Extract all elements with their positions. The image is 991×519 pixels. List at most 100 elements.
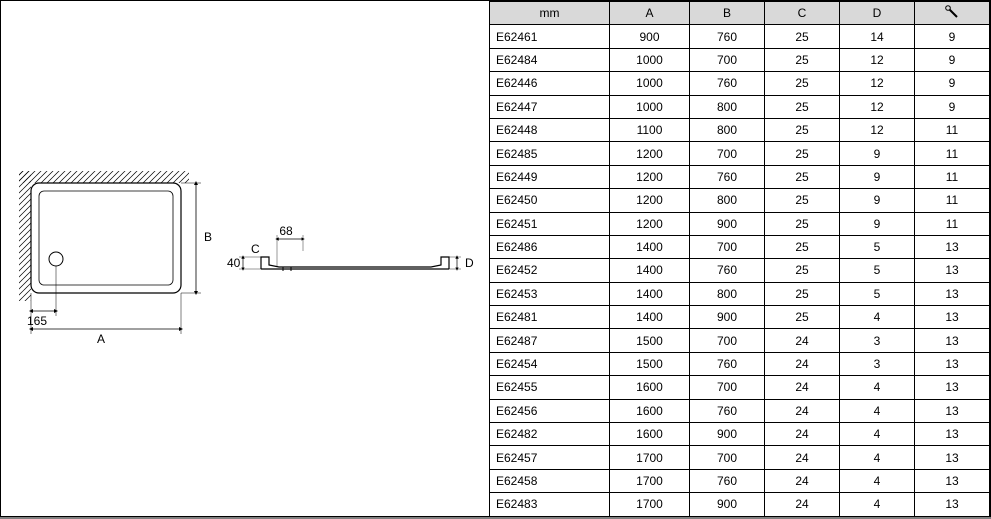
cell-value: 13 (915, 446, 990, 469)
cell-value: 760 (690, 399, 765, 422)
table-row: E62484100070025129 (490, 48, 990, 71)
cell-value: 760 (690, 259, 765, 282)
cell-model: E62447 (490, 95, 610, 118)
table-row: E62482160090024413 (490, 423, 990, 446)
cell-value: 3 (840, 352, 915, 375)
cell-value: 1000 (610, 48, 690, 71)
col-header-A: A (610, 2, 690, 25)
table-row: E62483170090024413 (490, 493, 990, 516)
table-row: E62456160076024413 (490, 399, 990, 422)
dim-label-C: C (251, 242, 260, 256)
table-row: E62451120090025911 (490, 212, 990, 235)
dim-40: 40 (227, 256, 241, 270)
cell-value: 13 (915, 469, 990, 492)
cell-value: 900 (690, 212, 765, 235)
section-view: 68 40 C D (227, 224, 474, 271)
cell-model: E62483 (490, 493, 610, 516)
cell-value: 5 (840, 235, 915, 258)
cell-value: 25 (765, 235, 840, 258)
cell-value: 13 (915, 329, 990, 352)
cell-value: 3 (840, 329, 915, 352)
cell-value: 1400 (610, 235, 690, 258)
cell-value: 25 (765, 189, 840, 212)
dim-68: 68 (279, 224, 293, 238)
cell-value: 1200 (610, 165, 690, 188)
drawing-panel: B A 165 (1, 1, 489, 516)
table-row: E6246190076025149 (490, 25, 990, 48)
cell-value: 12 (840, 95, 915, 118)
cell-value: 25 (765, 48, 840, 71)
cell-value: 9 (840, 212, 915, 235)
cell-value: 25 (765, 306, 840, 329)
cell-value: 24 (765, 469, 840, 492)
cell-value: 1500 (610, 329, 690, 352)
dimension-table-panel: mm A B C D E6246190076025149E62484100070… (489, 1, 990, 516)
table-header-row: mm A B C D (490, 2, 990, 25)
cell-model: E62487 (490, 329, 610, 352)
cell-value: 700 (690, 235, 765, 258)
cell-value: 700 (690, 446, 765, 469)
cell-value: 11 (915, 142, 990, 165)
cell-model: E62484 (490, 48, 610, 71)
cell-value: 13 (915, 352, 990, 375)
cell-value: 11 (915, 165, 990, 188)
cell-value: 1600 (610, 399, 690, 422)
cell-model: E62452 (490, 259, 610, 282)
cell-value: 25 (765, 282, 840, 305)
screw-icon (944, 4, 960, 20)
cell-model: E62451 (490, 212, 610, 235)
dimension-table: mm A B C D E6246190076025149E62484100070… (489, 1, 990, 517)
table-body: E6246190076025149E62484100070025129E6244… (490, 25, 990, 516)
cell-value: 13 (915, 282, 990, 305)
cell-value: 900 (690, 423, 765, 446)
cell-value: 900 (690, 493, 765, 516)
table-row: E62455160070024413 (490, 376, 990, 399)
table-row: E62457170070024413 (490, 446, 990, 469)
cell-value: 9 (840, 142, 915, 165)
cell-value: 1400 (610, 282, 690, 305)
cell-value: 25 (765, 142, 840, 165)
table-row: E62449120076025911 (490, 165, 990, 188)
table-row: E62481140090025413 (490, 306, 990, 329)
cell-value: 760 (690, 469, 765, 492)
plan-view: B A 165 (19, 171, 212, 346)
col-header-screw-icon (915, 2, 990, 25)
cell-value: 4 (840, 469, 915, 492)
cell-value: 24 (765, 423, 840, 446)
cell-value: 9 (915, 48, 990, 71)
col-header-B: B (690, 2, 765, 25)
cell-value: 9 (840, 165, 915, 188)
cell-value: 12 (840, 48, 915, 71)
cell-value: 1700 (610, 469, 690, 492)
cell-value: 14 (840, 25, 915, 48)
cell-value: 9 (915, 72, 990, 95)
cell-model: E62456 (490, 399, 610, 422)
cell-model: E62458 (490, 469, 610, 492)
cell-value: 800 (690, 282, 765, 305)
cell-value: 9 (915, 95, 990, 118)
cell-value: 760 (690, 72, 765, 95)
table-row: E62447100080025129 (490, 95, 990, 118)
cell-value: 1000 (610, 72, 690, 95)
col-header-D: D (840, 2, 915, 25)
table-row: E62453140080025513 (490, 282, 990, 305)
cell-model: E62461 (490, 25, 610, 48)
cell-value: 4 (840, 423, 915, 446)
cell-value: 13 (915, 306, 990, 329)
cell-value: 800 (690, 118, 765, 141)
cell-value: 24 (765, 399, 840, 422)
cell-model: E62486 (490, 235, 610, 258)
cell-value: 4 (840, 376, 915, 399)
cell-value: 13 (915, 376, 990, 399)
cell-value: 700 (690, 142, 765, 165)
cell-value: 1600 (610, 423, 690, 446)
cell-value: 1200 (610, 212, 690, 235)
cell-value: 13 (915, 423, 990, 446)
cell-value: 1000 (610, 95, 690, 118)
cell-value: 1400 (610, 306, 690, 329)
cell-value: 900 (690, 306, 765, 329)
table-row: E62485120070025911 (490, 142, 990, 165)
cell-value: 800 (690, 189, 765, 212)
cell-value: 25 (765, 118, 840, 141)
cell-value: 25 (765, 259, 840, 282)
